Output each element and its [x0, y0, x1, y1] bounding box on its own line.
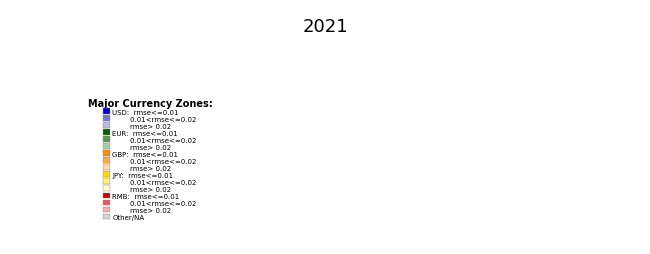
Legend: USD:  rmse<=0.01,         0.01<rmse<=0.02,         rmse> 0.02, EUR:  rmse<=0.01,: USD: rmse<=0.01, 0.01<rmse<=0.02, rmse> … — [84, 96, 215, 223]
Text: 2021: 2021 — [302, 18, 348, 36]
